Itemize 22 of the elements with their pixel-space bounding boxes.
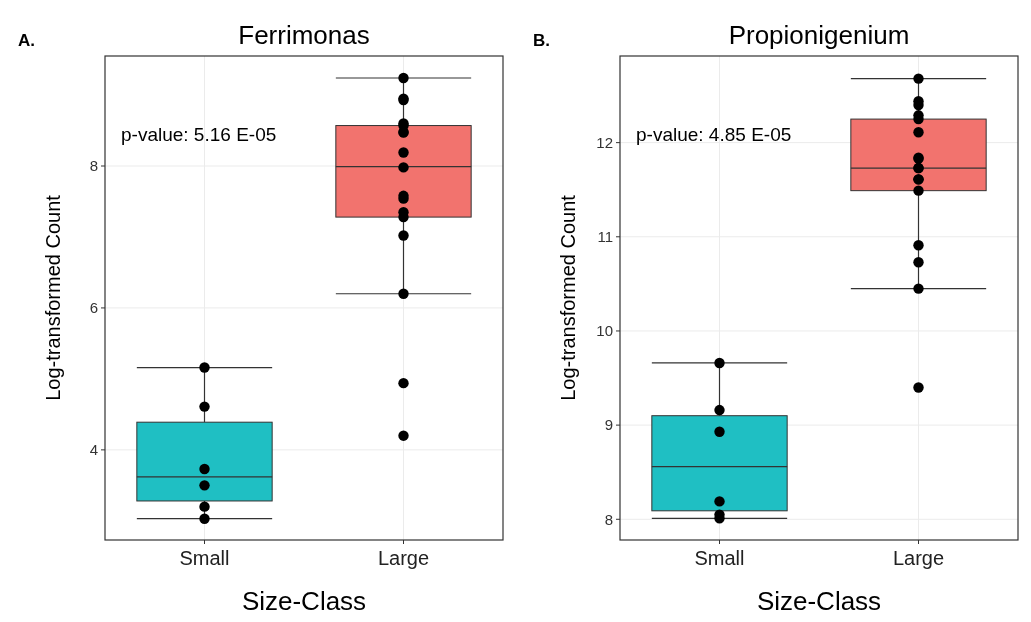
text: B. bbox=[533, 31, 550, 50]
chart-title: Propionigenium bbox=[728, 20, 910, 50]
y-tick-label: 4 bbox=[89, 441, 98, 459]
y-axis-title: Log-transformed Count bbox=[557, 194, 579, 401]
annotation: p-value: 4.85 E-05 bbox=[636, 124, 792, 145]
y-tick-label: 9 bbox=[604, 416, 613, 434]
x-tick-label: Small bbox=[694, 547, 745, 569]
y-tick-label: 11 bbox=[597, 228, 613, 246]
y-tick-label: 10 bbox=[596, 322, 613, 340]
y-tick-label: 12 bbox=[596, 133, 613, 151]
y-axis-title: Log-transformed Count bbox=[42, 194, 64, 401]
text: A. bbox=[18, 31, 35, 50]
x-tick-label: Large bbox=[377, 547, 430, 569]
x-axis-title: Size-Class bbox=[756, 586, 882, 616]
y-tick-label: 8 bbox=[89, 157, 98, 175]
x-tick-label: Small bbox=[179, 547, 230, 569]
annotation: p-value: 5.16 E-05 bbox=[121, 124, 277, 145]
y-tick-label: 8 bbox=[604, 510, 613, 528]
chart-title: Ferrimonas bbox=[238, 20, 370, 50]
x-axis-title: Size-Class bbox=[241, 586, 367, 616]
x-tick-label: Large bbox=[892, 547, 945, 569]
y-tick-label: 6 bbox=[89, 299, 98, 317]
